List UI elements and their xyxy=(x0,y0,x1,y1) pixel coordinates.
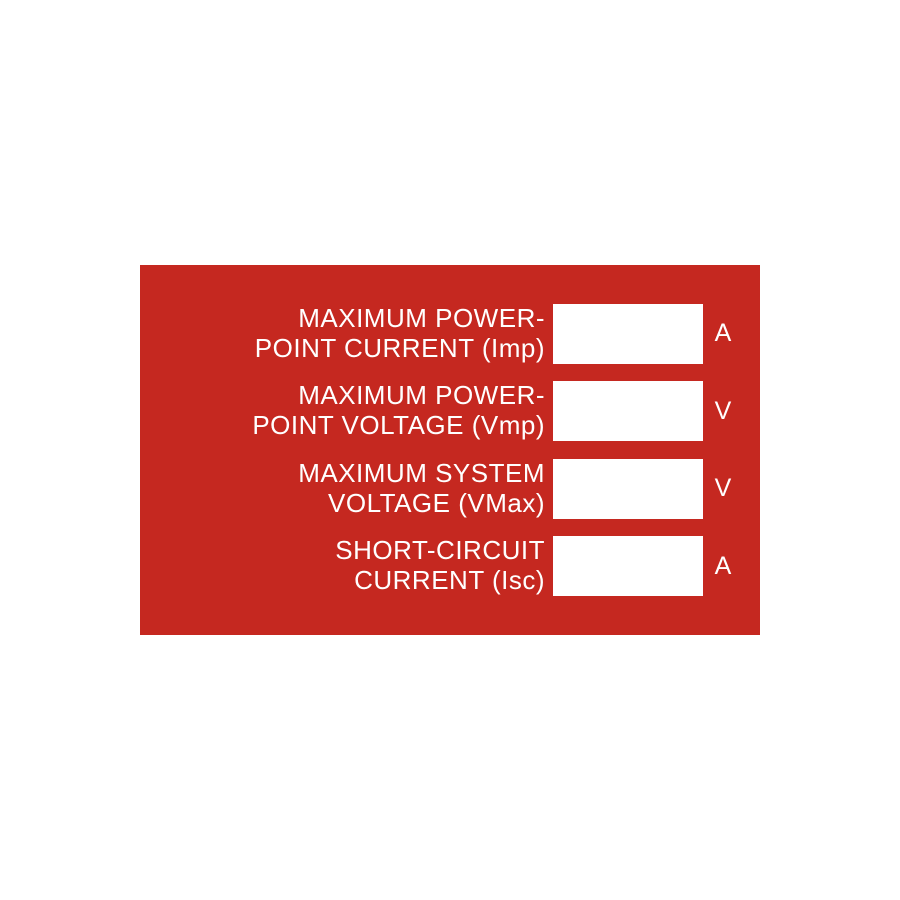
solar-spec-placard: MAXIMUM POWER-POINT CURRENT (Imp) A MAXI… xyxy=(140,265,760,635)
label-imp: MAXIMUM POWER-POINT CURRENT (Imp) xyxy=(165,304,553,364)
unit-imp: A xyxy=(703,319,735,348)
row-vmp: MAXIMUM POWER-POINT VOLTAGE (Vmp) V xyxy=(165,378,735,446)
row-vmax: MAXIMUM SYSTEMVOLTAGE (VMax) V xyxy=(165,455,735,523)
value-box-vmax[interactable] xyxy=(553,459,703,519)
label-vmp: MAXIMUM POWER-POINT VOLTAGE (Vmp) xyxy=(165,381,553,441)
unit-isc: A xyxy=(703,552,735,581)
label-isc: SHORT-CIRCUITCURRENT (Isc) xyxy=(165,536,553,596)
label-vmax: MAXIMUM SYSTEMVOLTAGE (VMax) xyxy=(165,459,553,519)
value-box-vmp[interactable] xyxy=(553,381,703,441)
value-box-imp[interactable] xyxy=(553,304,703,364)
value-box-isc[interactable] xyxy=(553,536,703,596)
row-isc: SHORT-CIRCUITCURRENT (Isc) A xyxy=(165,533,735,601)
row-imp: MAXIMUM POWER-POINT CURRENT (Imp) A xyxy=(165,300,735,368)
unit-vmax: V xyxy=(703,474,735,503)
unit-vmp: V xyxy=(703,397,735,426)
